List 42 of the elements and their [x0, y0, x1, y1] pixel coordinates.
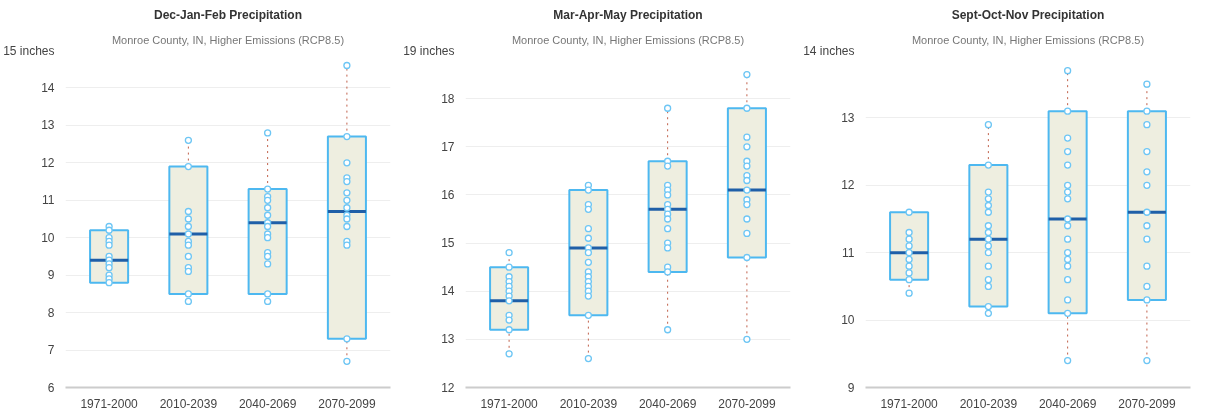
y-tick-label: 14	[441, 284, 455, 299]
y-tick-label: 16	[441, 187, 455, 202]
x-tick-label: 2040-2069	[1038, 396, 1097, 411]
x-tick-label: 1971-2000	[80, 396, 139, 411]
y-tick-label: 6	[47, 380, 55, 395]
y-tick-label: 13	[841, 110, 855, 125]
y-tick-label: 18	[441, 91, 455, 106]
y-tick-label: 17	[441, 139, 455, 154]
y-tick-label: 9	[47, 268, 55, 283]
x-tick-label: 2070-2099	[718, 396, 776, 411]
x-tick-label: 2010-2039	[959, 396, 1018, 411]
y-tick-label: 9	[847, 380, 855, 395]
y-tick-label: 14	[41, 80, 55, 95]
x-tick-label: 1971-2000	[480, 396, 539, 411]
x-tick-label: 2040-2069	[238, 396, 297, 411]
chart-subtitle: Monroe County, IN, Higher Emissions (RCP8.5)	[511, 33, 745, 46]
chart-title: Dec-Jan-Feb Precipitation	[153, 7, 303, 22]
y-tick-label: 13	[41, 118, 55, 133]
y-tick-label: 15 inches	[3, 43, 55, 58]
y-tick-label: 7	[47, 343, 55, 358]
chart-title: Mar-Apr-May Precipitation	[553, 7, 703, 22]
y-tick-label: 12	[441, 380, 455, 395]
y-tick-label: 11	[842, 245, 855, 260]
y-tick-label: 10	[841, 313, 855, 328]
chart-subtitle: Monroe County, IN, Higher Emissions (RCP8.5)	[111, 33, 345, 46]
y-tick-label: 15	[441, 236, 455, 251]
x-tick-label: 2040-2069	[638, 396, 697, 411]
x-tick-label: 2010-2039	[159, 396, 218, 411]
x-tick-label: 2010-2039	[559, 396, 618, 411]
chart-title: Sept-Oct-Nov Precipitation	[951, 7, 1105, 22]
y-tick-label: 13	[441, 332, 455, 347]
y-tick-label: 12	[41, 155, 55, 170]
y-tick-label: 12	[841, 178, 855, 193]
y-tick-label: 10	[41, 230, 55, 245]
y-tick-label: 11	[42, 193, 55, 208]
y-tick-label: 14 inches	[803, 43, 855, 58]
x-tick-label: 1971-2000	[880, 396, 939, 411]
y-tick-label: 8	[47, 305, 55, 320]
chart-subtitle: Monroe County, IN, Higher Emissions (RCP8.5)	[911, 33, 1145, 46]
x-tick-label: 2070-2099	[318, 396, 376, 411]
y-tick-label: 19 inches	[403, 43, 455, 58]
x-tick-label: 2070-2099	[1118, 396, 1176, 411]
